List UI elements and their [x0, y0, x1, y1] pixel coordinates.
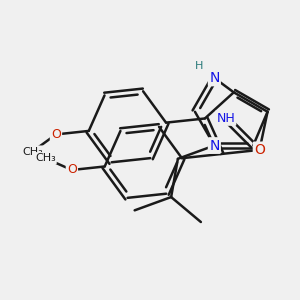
Text: O: O [254, 143, 265, 157]
Text: N: N [209, 139, 220, 152]
Text: CH₃: CH₃ [22, 147, 43, 157]
Text: H: H [195, 61, 203, 71]
Text: N: N [209, 71, 220, 85]
Text: O: O [67, 164, 77, 176]
Text: O: O [51, 128, 61, 141]
Text: NH: NH [216, 112, 235, 124]
Text: CH₃: CH₃ [35, 153, 56, 163]
